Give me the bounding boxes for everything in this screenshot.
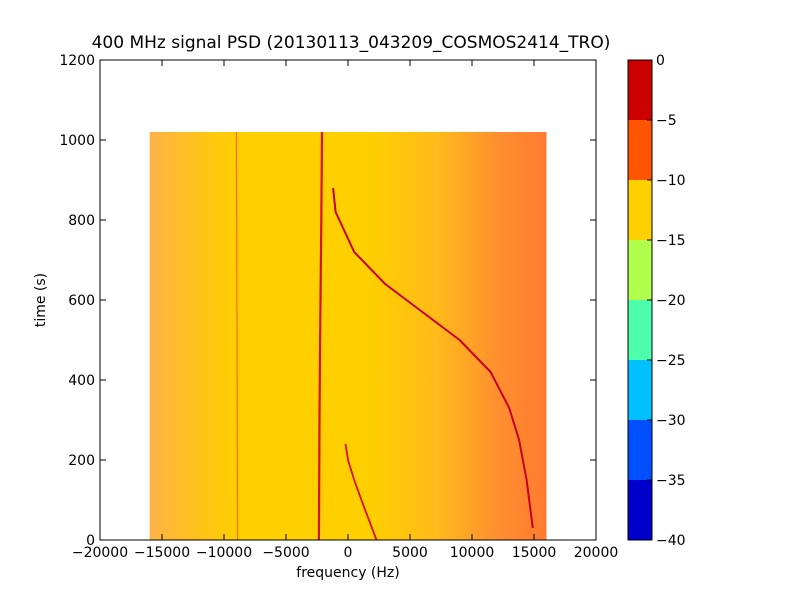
feature-line <box>235 131 239 541</box>
x-tick-label: −15000 <box>134 545 190 561</box>
feature-line <box>332 187 534 529</box>
y-tick-label: 1200 <box>59 53 95 69</box>
colorbar-tick-label: −35 <box>656 473 686 489</box>
colorbar-segment <box>628 360 652 420</box>
colorbar-segment <box>628 120 652 180</box>
colorbar-tick-label: −25 <box>656 353 686 369</box>
colorbar-tick-label: −30 <box>656 413 686 429</box>
y-tick-label: 600 <box>68 293 95 309</box>
colorbar-tick-label: −15 <box>656 233 686 249</box>
y-tick-label: 1000 <box>59 133 95 149</box>
feature-line <box>344 443 378 541</box>
colorbar-segment <box>628 300 652 360</box>
y-tick-label: 0 <box>86 533 95 549</box>
feature-line <box>317 131 324 541</box>
x-tick-label: 10000 <box>450 545 495 561</box>
colorbar-segment <box>628 240 652 300</box>
x-tick-label: 5000 <box>392 545 428 561</box>
x-tick-label: 0 <box>344 545 353 561</box>
x-tick-label: −10000 <box>196 545 252 561</box>
y-tick-label: 200 <box>68 453 95 469</box>
y-tick-label: 800 <box>68 213 95 229</box>
colorbar-segment <box>628 180 652 240</box>
x-tick-label: 20000 <box>574 545 619 561</box>
x-tick-label: −20000 <box>72 545 128 561</box>
colorbar-segment <box>628 420 652 480</box>
colorbar-tick-label: −5 <box>656 113 677 129</box>
colorbar: 0 −5 −10 −15 −20 −25 −30 −35 −40 <box>627 53 686 549</box>
heatmap-texture <box>149 132 547 540</box>
colorbar-tick-label: −10 <box>656 173 686 189</box>
chart-title: 400 MHz signal PSD (20130113_043209_COSM… <box>92 33 611 53</box>
y-axis-label: time (s) <box>33 273 49 327</box>
y-tick-label: 400 <box>68 373 95 389</box>
colorbar-tick-label: −20 <box>656 293 686 309</box>
x-axis-label: frequency (Hz) <box>296 565 399 581</box>
colorbar-tick-label: −40 <box>656 533 686 549</box>
x-tick-label: 15000 <box>512 545 557 561</box>
heatmap-area <box>149 131 547 541</box>
colorbar-segment <box>628 480 652 540</box>
colorbar-tick-label: 0 <box>656 53 665 69</box>
colorbar-segment <box>628 60 652 120</box>
x-tick-label: −5000 <box>262 545 309 561</box>
